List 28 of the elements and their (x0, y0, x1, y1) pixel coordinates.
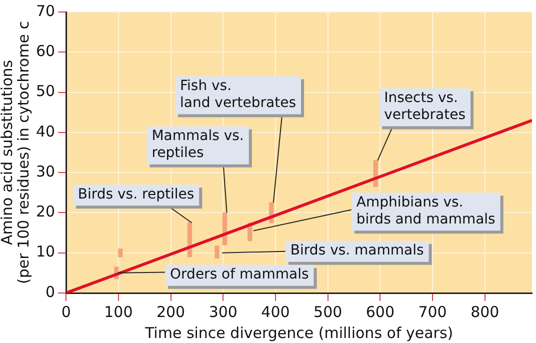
y-tick-label: 60 (36, 42, 56, 60)
x-tick-label: 400 (261, 302, 290, 321)
y-tick-label: 20 (36, 202, 56, 221)
x-tick-label: 200 (156, 302, 186, 321)
y-tick-label: 10 (36, 242, 56, 261)
x-tick-label: 300 (208, 302, 238, 321)
bar (214, 246, 220, 258)
y-tick-label: 0 (46, 282, 56, 301)
annotation: Insects vs. vertebrates (384, 90, 466, 123)
x-tick-label: 800 (470, 302, 500, 321)
x-tick-label: 600 (366, 302, 395, 321)
x-axis-title: Time since divergence (millions of years) (144, 324, 454, 342)
annotation: Orders of mammals (170, 266, 309, 283)
bar (118, 248, 123, 258)
y-tick-label: 50 (36, 82, 56, 100)
x-tick-label: 0 (61, 302, 71, 321)
annotation: Mammals vs. reptiles (152, 128, 244, 162)
annotation: Birds vs. reptiles (78, 186, 194, 202)
annotation: Amphibians vs. birds and mammals (356, 194, 496, 228)
y-tick-label: 70 (36, 2, 56, 20)
x-tick-label: 500 (314, 302, 342, 321)
y-tick-label: 30 (36, 162, 56, 180)
x-tick-label: 100 (104, 302, 133, 321)
annotation: Birds vs. mammals (290, 242, 424, 258)
y-tick-label: 40 (36, 122, 56, 140)
y-axis-title: Amino acid substitutions (per 100 residues) in cytochrome c (0, 21, 33, 284)
x-tick-label: 700 (418, 302, 447, 321)
annotation: Fish vs. land vertebrates (180, 78, 296, 111)
